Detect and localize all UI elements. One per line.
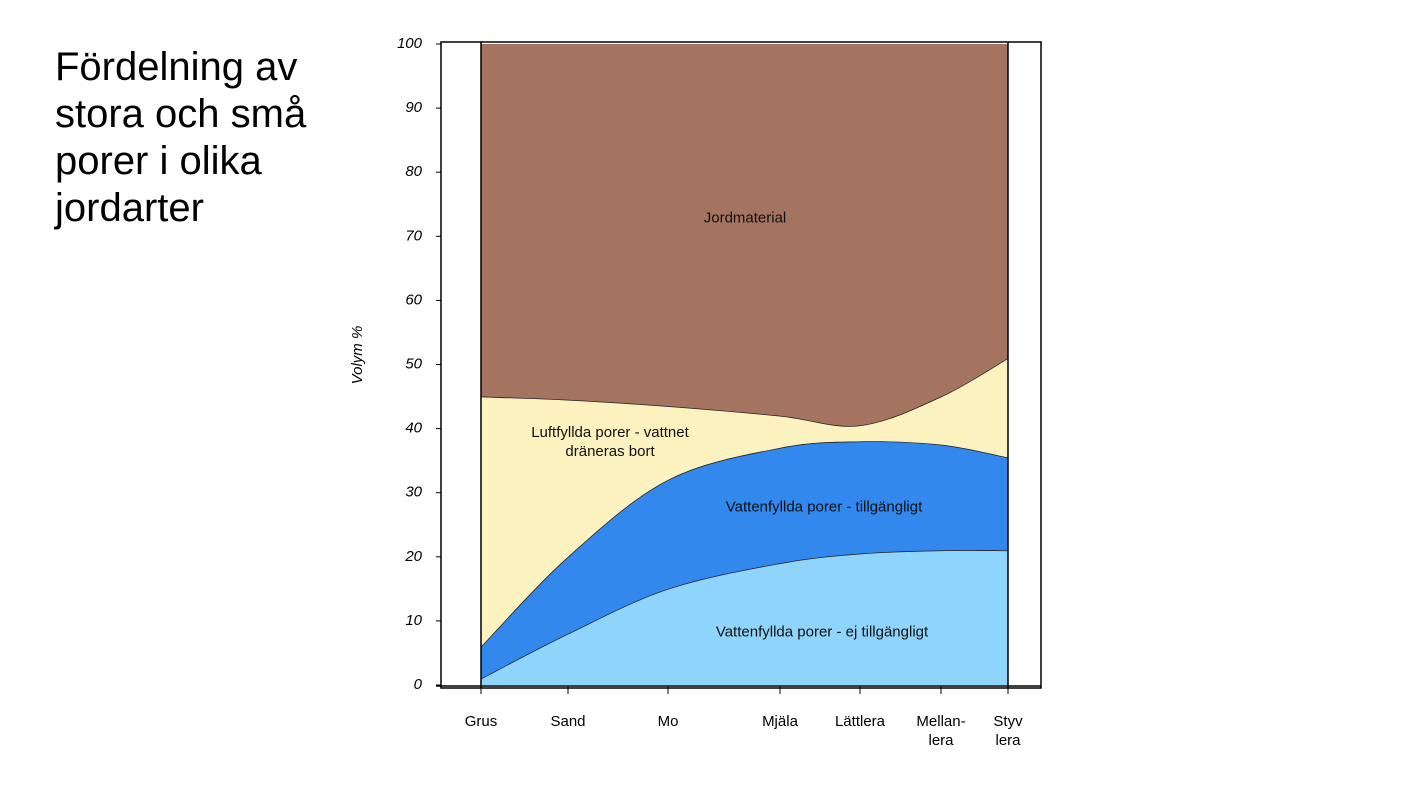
x-tick-label: Mjäla: [762, 713, 798, 730]
y-tick-label: 100: [397, 35, 423, 52]
area-label: Jordmaterial: [703, 209, 787, 227]
y-tick-label: 20: [404, 548, 422, 565]
area-label: Vattenfyllda porer - tillgängligt: [725, 498, 923, 516]
y-tick-label: 60: [405, 291, 422, 308]
y-tick-label: 40: [405, 420, 422, 437]
y-tick-label: 10: [405, 612, 422, 629]
x-tick-label: Mellan-lera: [916, 713, 966, 749]
area: [481, 441, 1008, 679]
y-tick-label: 30: [405, 484, 422, 501]
y-tick-label: 50: [405, 355, 422, 372]
x-tick-label: Sand: [550, 713, 586, 730]
y-axis-label: Volym %: [349, 326, 366, 385]
y-tick-label: 70: [405, 227, 422, 244]
x-tick-label: Mo: [657, 713, 679, 730]
area-label: Luftfyllda porer - vattnet dräneras bort: [531, 424, 689, 460]
y-tick-label: 80: [405, 163, 422, 180]
boundary-line: [480, 440, 1009, 648]
area-label: Vattenfyllda porer - ej tillgängligt: [715, 623, 929, 641]
y-tick-label: 90: [405, 99, 422, 116]
area: [481, 550, 1008, 685]
y-tick-label: 0: [414, 676, 423, 693]
x-tick-label: Lättlera: [834, 713, 886, 730]
x-tick-label: Grus: [464, 713, 498, 730]
area: [481, 44, 1008, 427]
x-tick-label: Styv lera: [993, 713, 1023, 749]
slide-title: Fördelning av stora och små porer i olik…: [55, 45, 307, 230]
area: [481, 358, 1008, 647]
